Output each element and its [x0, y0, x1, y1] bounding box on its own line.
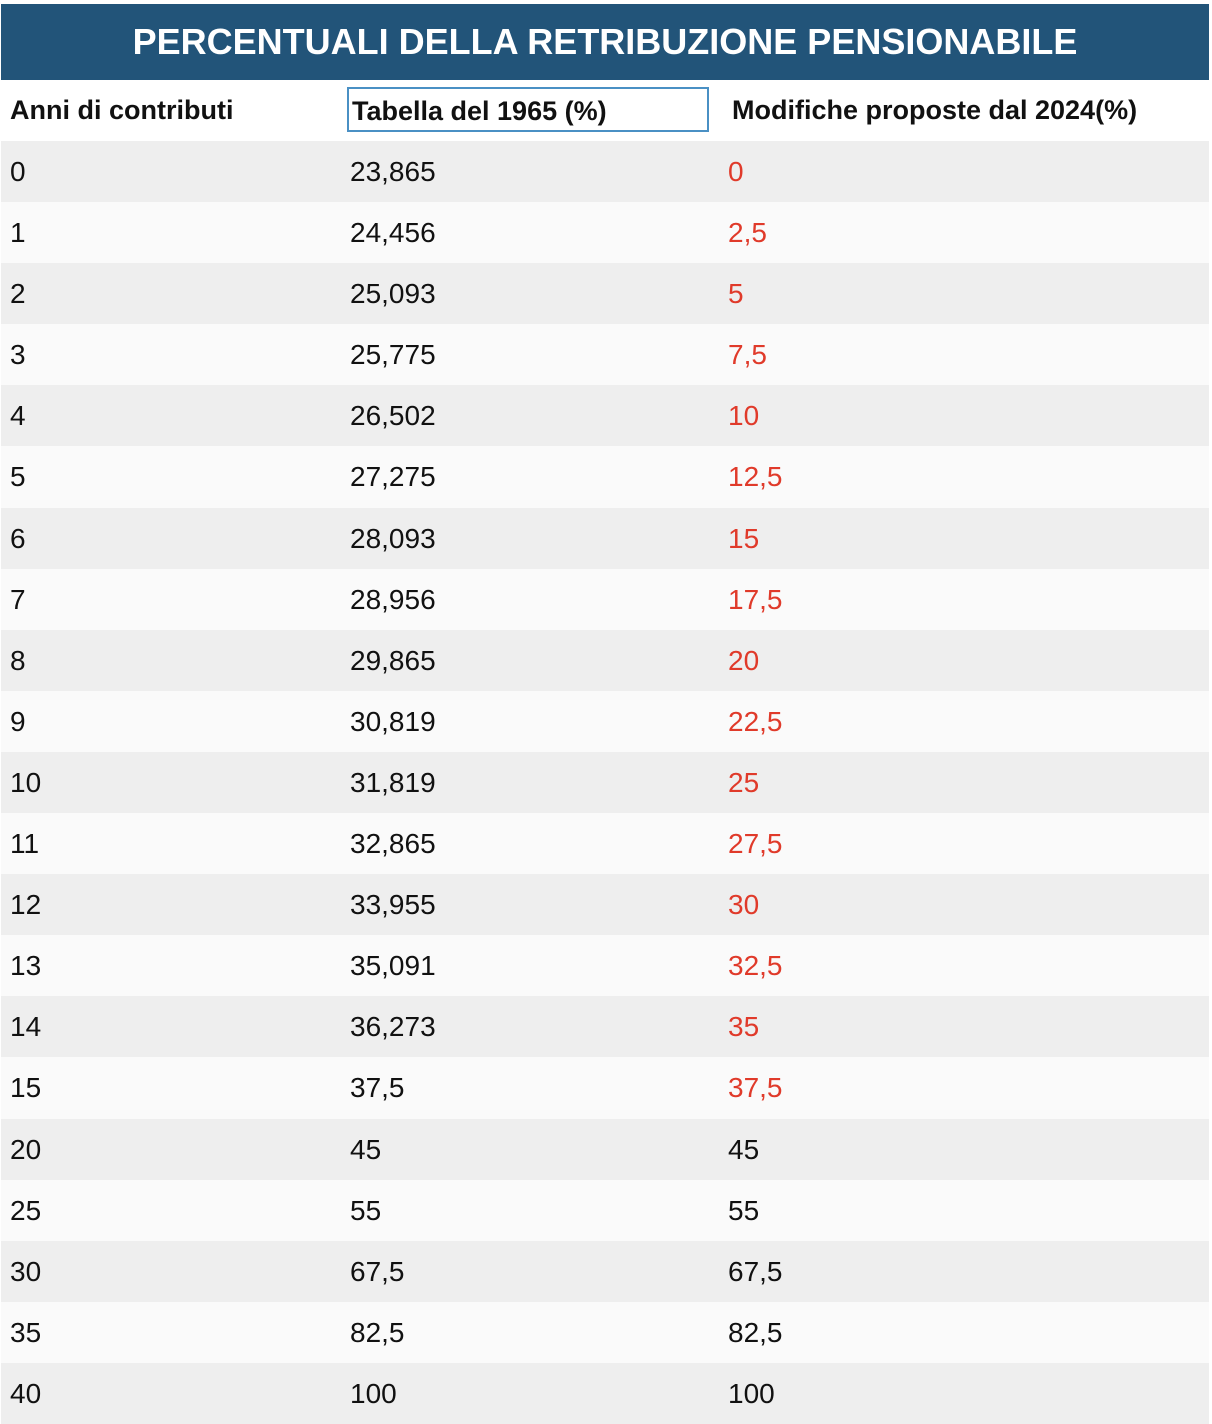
- cell-tabella-1965[interactable]: 55: [350, 1194, 382, 1226]
- cell-anni-di-contributi[interactable]: 30: [10, 1255, 42, 1287]
- cell-modifiche-2024[interactable]: 17,5: [728, 583, 783, 615]
- cell-modifiche-2024[interactable]: 7,5: [728, 339, 767, 371]
- table-row: 20 45 45: [1, 1118, 1209, 1180]
- cell-modifiche-2024[interactable]: 35: [728, 1011, 760, 1043]
- cell-anni-di-contributi[interactable]: 9: [10, 705, 26, 737]
- cell-tabella-1965[interactable]: 29,865: [350, 644, 436, 676]
- cell-anni-di-contributi[interactable]: 7: [10, 583, 26, 615]
- table-row: 0 23,865 0: [1, 141, 1209, 203]
- cell-tabella-1965[interactable]: 32,865: [350, 828, 436, 860]
- table-row: 13 35,091 32,5: [1, 935, 1209, 997]
- table-row: 6 28,093 15: [1, 507, 1209, 569]
- cell-tabella-1965[interactable]: 36,273: [350, 1011, 436, 1043]
- cell-tabella-1965[interactable]: 28,956: [350, 583, 436, 615]
- table-row: 1 24,456 2,5: [1, 202, 1209, 264]
- cell-modifiche-2024[interactable]: 100: [728, 1377, 775, 1409]
- table-row: 3 25,775 7,5: [1, 324, 1209, 386]
- table-row: 14 36,273 35: [1, 996, 1209, 1058]
- cell-modifiche-2024[interactable]: 0: [728, 156, 744, 187]
- cell-modifiche-2024[interactable]: 2,5: [728, 217, 767, 249]
- cell-anni-di-contributi[interactable]: 3: [10, 339, 26, 371]
- cell-anni-di-contributi[interactable]: 13: [10, 950, 42, 982]
- cell-modifiche-2024[interactable]: 27,5: [728, 828, 783, 860]
- cell-modifiche-2024[interactable]: 32,5: [728, 950, 783, 982]
- cell-anni-di-contributi[interactable]: 15: [10, 1072, 42, 1104]
- cell-modifiche-2024[interactable]: 10: [728, 400, 760, 432]
- table-row: 35 82,5 82,5: [1, 1301, 1209, 1363]
- cell-anni-di-contributi[interactable]: 4: [10, 400, 26, 432]
- cell-modifiche-2024[interactable]: 55: [728, 1194, 760, 1226]
- cell-modifiche-2024[interactable]: 20: [728, 644, 760, 676]
- cell-anni-di-contributi[interactable]: 8: [10, 644, 26, 676]
- cell-anni-di-contributi[interactable]: 5: [10, 461, 26, 493]
- cell-tabella-1965[interactable]: 25,775: [350, 339, 436, 371]
- header-modifiche-2024[interactable]: Modifiche proposte dal 2024(%): [732, 95, 1138, 125]
- table-row: 10 31,819 25: [1, 751, 1209, 814]
- cell-tabella-1965[interactable]: 33,955: [350, 889, 436, 921]
- table-row: 9 30,819 22,5: [1, 690, 1209, 752]
- table-body: 0 23,865 0 1 24,456 2,5 2 25,093 5 3 25,775 7,5 4 26,…: [1, 141, 1209, 1424]
- table-row: 40 100 100: [1, 1362, 1209, 1424]
- cell-tabella-1965[interactable]: 31,819: [350, 766, 436, 798]
- cell-anni-di-contributi[interactable]: 0: [10, 156, 26, 187]
- cell-modifiche-2024[interactable]: 37,5: [728, 1072, 783, 1104]
- cell-anni-di-contributi[interactable]: 20: [10, 1133, 42, 1165]
- cell-anni-di-contributi[interactable]: 10: [10, 766, 42, 798]
- cell-modifiche-2024[interactable]: 30: [728, 889, 760, 921]
- cell-modifiche-2024[interactable]: 82,5: [728, 1316, 783, 1348]
- table-row: 25 55 55: [1, 1179, 1209, 1241]
- cell-modifiche-2024[interactable]: 15: [728, 522, 760, 554]
- cell-tabella-1965[interactable]: 23,865: [350, 156, 436, 187]
- cell-modifiche-2024[interactable]: 22,5: [728, 705, 783, 737]
- table-row: 12 33,955 30: [1, 874, 1209, 936]
- table-title: PERCENTUALI DELLA RETRIBUZIONE PENSIONAB…: [1, 4, 1209, 80]
- cell-tabella-1965[interactable]: 27,275: [350, 461, 436, 493]
- cell-anni-di-contributi[interactable]: 1: [10, 217, 26, 249]
- cell-tabella-1965[interactable]: 35,091: [350, 950, 436, 982]
- header-tabella-1965-selected-cell[interactable]: Tabella del 1965 (%): [347, 87, 709, 132]
- cell-anni-di-contributi[interactable]: 40: [10, 1377, 42, 1409]
- cell-tabella-1965[interactable]: 82,5: [350, 1316, 405, 1348]
- cell-anni-di-contributi[interactable]: 2: [10, 278, 26, 310]
- table-row: 30 67,5 67,5: [1, 1240, 1209, 1302]
- cell-modifiche-2024[interactable]: 67,5: [728, 1255, 783, 1287]
- cell-tabella-1965[interactable]: 67,5: [350, 1255, 405, 1287]
- table-row: 8 29,865 20: [1, 629, 1209, 691]
- cell-tabella-1965[interactable]: 30,819: [350, 705, 436, 737]
- cell-modifiche-2024[interactable]: 12,5: [728, 461, 783, 493]
- cell-modifiche-2024[interactable]: 25: [728, 766, 760, 798]
- cell-anni-di-contributi[interactable]: 12: [10, 889, 42, 921]
- table-row: 7 28,956 17,5: [1, 568, 1209, 630]
- cell-tabella-1965[interactable]: 37,5: [350, 1072, 405, 1104]
- table-row: 15 37,5 37,5: [1, 1057, 1209, 1119]
- cell-modifiche-2024[interactable]: 45: [728, 1133, 760, 1165]
- cell-tabella-1965[interactable]: 26,502: [350, 400, 436, 432]
- table-row: 11 32,865 27,5: [1, 813, 1209, 875]
- cell-tabella-1965[interactable]: 25,093: [350, 278, 436, 310]
- cell-tabella-1965[interactable]: 100: [350, 1377, 397, 1409]
- table-row: 2 25,093 5: [1, 263, 1209, 325]
- cell-modifiche-2024[interactable]: 5: [728, 278, 744, 310]
- header-row: Anni di contributi Tabella del 1965 (%) …: [1, 80, 1209, 141]
- cell-anni-di-contributi[interactable]: 35: [10, 1316, 42, 1348]
- cell-tabella-1965[interactable]: 24,456: [350, 217, 436, 249]
- cell-anni-di-contributi[interactable]: 25: [10, 1194, 42, 1226]
- cell-tabella-1965[interactable]: 45: [350, 1133, 382, 1165]
- table-row: 4 26,502 10: [1, 385, 1209, 447]
- header-anni-di-contributi[interactable]: Anni di contributi: [10, 95, 234, 125]
- cell-anni-di-contributi[interactable]: 14: [10, 1011, 42, 1043]
- cell-tabella-1965[interactable]: 28,093: [350, 522, 436, 554]
- table-row: 5 27,275 12,5: [1, 446, 1209, 508]
- cell-anni-di-contributi[interactable]: 11: [10, 828, 40, 860]
- cell-anni-di-contributi[interactable]: 6: [10, 522, 26, 554]
